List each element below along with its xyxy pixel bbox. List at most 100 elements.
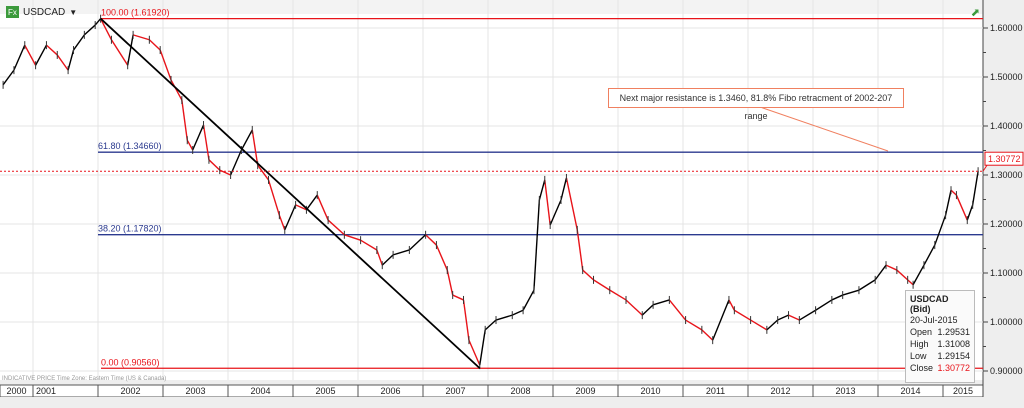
fib-level-label: 0.00 (0.90560) [101, 357, 160, 367]
annotation-note: Next major resistance is 1.3460, 81.8% F… [608, 88, 904, 121]
fib-level-label: 100.00 (1.61920) [101, 8, 170, 18]
info-value: 1.29154 [937, 351, 970, 361]
price-segment [278, 214, 286, 231]
x-tick-label: 2003 [185, 386, 205, 396]
info-row-high: High 1.31008 [910, 338, 970, 350]
price-segment [2, 69, 15, 86]
price-segment [576, 229, 584, 271]
price-segment [408, 234, 427, 251]
plot-header-band [0, 0, 983, 14]
price-segment [181, 99, 188, 141]
price-segment [360, 239, 378, 251]
y-tick-label: 1.00000 [990, 317, 1023, 327]
price-segment [202, 124, 210, 160]
price-segment [56, 54, 69, 71]
price-segment [45, 44, 58, 56]
price-segment [344, 234, 361, 241]
price-segment [479, 329, 486, 366]
y-tick-label: 1.20000 [990, 219, 1023, 229]
x-tick-label: 2010 [640, 386, 660, 396]
price-segment [186, 139, 194, 151]
price-segment [944, 190, 952, 216]
info-date: 20-Jul-2015 [910, 315, 958, 325]
y-tick-label: 1.30000 [990, 170, 1023, 180]
price-segment [267, 179, 281, 216]
price-segment [295, 204, 307, 211]
y-tick-label: 1.60000 [990, 23, 1023, 33]
price-segment [641, 304, 654, 316]
symbol-selector[interactable]: Fx USDCAD ▼ [6, 6, 77, 18]
trend-arrow-icon[interactable]: ⬈ [970, 7, 980, 19]
x-tick-label: 2000 [6, 386, 26, 396]
info-label: High [910, 339, 929, 349]
price-segment [750, 319, 768, 331]
price-segment [896, 269, 909, 281]
fib-level-label: 38.20 (1.17820) [98, 224, 162, 234]
price-segment [83, 24, 96, 36]
price-segment [435, 244, 448, 271]
x-tick-label: 2007 [445, 386, 465, 396]
price-segment [305, 194, 318, 211]
price-segment [446, 269, 454, 296]
price-segment [565, 177, 578, 231]
price-segment [593, 279, 611, 291]
price-segment [609, 289, 627, 301]
price-segment [766, 319, 779, 331]
price-segment [522, 289, 535, 311]
price-segment [148, 39, 161, 51]
x-tick-label: 2014 [900, 386, 920, 396]
price-segment [392, 249, 410, 256]
price-segment [538, 179, 546, 201]
price-segment [582, 269, 594, 281]
price-segment [733, 309, 751, 321]
x-tick-label: 2008 [510, 386, 530, 396]
price-segment [815, 299, 833, 311]
price-segment [971, 171, 979, 206]
price-segment [425, 234, 437, 246]
info-row-close: Close 1.30772 [910, 362, 970, 374]
y-tick-label: 1.40000 [990, 121, 1023, 131]
bottom-band [0, 397, 1024, 408]
x-tick-label: 2006 [380, 386, 400, 396]
price-segment [831, 294, 843, 301]
last-price-label: 1.30772 [988, 154, 1021, 164]
price-segment [798, 309, 816, 321]
price-segment [923, 244, 936, 266]
price-segment [625, 299, 643, 316]
price-segment [728, 299, 735, 311]
price-segment [208, 159, 221, 171]
y-tick-label: 0.90000 [990, 366, 1023, 376]
price-segment [495, 314, 513, 321]
price-segment [668, 299, 687, 321]
price-segment [170, 79, 183, 101]
price-segment [549, 199, 562, 226]
info-label: Close [910, 363, 934, 373]
price-segment [240, 129, 253, 151]
info-label: Low [910, 351, 927, 361]
price-segment [452, 294, 464, 301]
price-segment [132, 34, 150, 41]
price-segment [462, 299, 470, 341]
price-segment [94, 18, 102, 26]
info-value: 1.31008 [937, 339, 970, 349]
x-tick-label: 2011 [706, 386, 725, 396]
caret-down-icon[interactable]: ▼ [69, 7, 78, 17]
x-tick-label: 2001 [36, 386, 56, 396]
x-tick-label: 2015 [953, 386, 973, 396]
price-segment [13, 44, 26, 71]
price-segment [842, 289, 860, 296]
x-tick-label: 2013 [835, 386, 855, 396]
price-segment [110, 39, 129, 66]
price-segment [885, 264, 898, 271]
x-tick-label: 2012 [770, 386, 790, 396]
x-tick-label: 2004 [250, 386, 270, 396]
y-tick-label: 1.10000 [990, 268, 1023, 278]
info-value: 1.30772 [937, 363, 970, 373]
x-tick-label: 2002 [120, 386, 140, 396]
info-label: Open [910, 327, 933, 337]
price-segment [874, 264, 887, 281]
price-segment [712, 299, 730, 341]
info-row-open: Open 1.29531 [910, 326, 970, 338]
price-segment [159, 49, 172, 81]
